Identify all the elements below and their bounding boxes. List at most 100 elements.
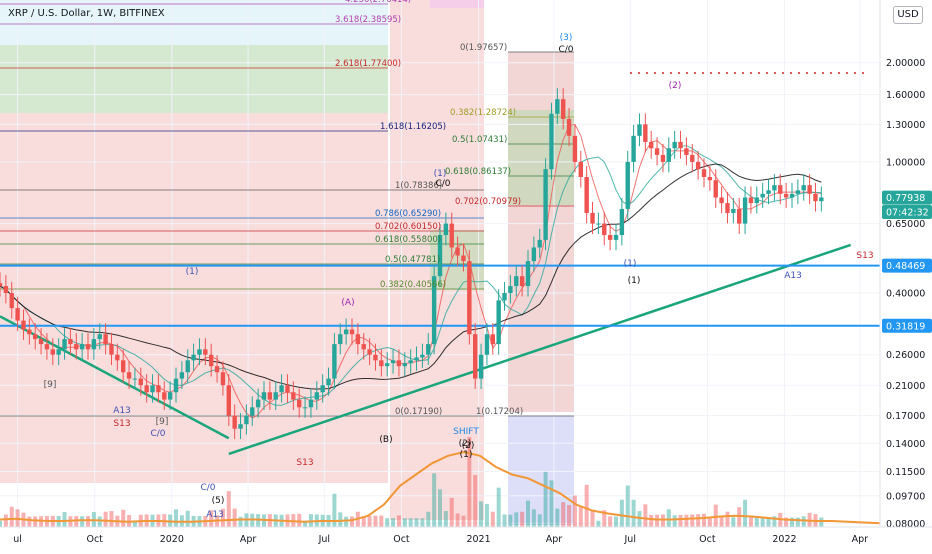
price-badge-2 — [882, 258, 932, 273]
volume-bar-111 — [649, 515, 654, 527]
candle-121 — [707, 176, 713, 181]
candle-131 — [766, 190, 771, 194]
candle-38 — [220, 372, 226, 386]
volume-bar-65 — [379, 515, 384, 527]
x-tick-label-0: ul — [13, 534, 22, 545]
candle-32 — [185, 360, 190, 373]
volume-bar-94 — [549, 480, 554, 527]
y-tick-label-8: 0.17000 — [886, 411, 925, 422]
y-tick-label-11: 0.09700 — [886, 491, 925, 502]
volume-bar-136 — [795, 517, 800, 527]
volume-bar-90 — [526, 500, 530, 527]
y-tick-label-12: 0.08000 — [886, 519, 925, 530]
candle-51 — [297, 399, 302, 408]
fib-zone-8 — [508, 415, 574, 525]
volume-bar-77 — [449, 497, 454, 527]
wave-label-11: (1) — [624, 259, 637, 269]
currency-button[interactable]: USD — [893, 6, 923, 24]
volume-bar-122 — [713, 504, 718, 527]
candle-44 — [255, 399, 261, 408]
volume-ma-line — [0, 450, 881, 525]
candle-136 — [795, 190, 801, 194]
volume-bar-71 — [414, 518, 419, 527]
y-tick-label-7: 0.21000 — [886, 381, 925, 392]
volume-bar-14 — [80, 516, 85, 527]
volume-bar-116 — [678, 515, 683, 527]
x-tick-label-3: Apr — [240, 534, 257, 545]
candle-52 — [302, 407, 308, 409]
wave-label-1: (3) — [560, 33, 573, 43]
candle-11 — [62, 339, 67, 350]
candle-16 — [91, 339, 97, 350]
price-badge-1 — [882, 204, 932, 219]
candle-48 — [279, 385, 284, 393]
candle-29 — [167, 392, 173, 400]
y-tick-label-3: 1.00000 — [886, 157, 925, 168]
wave-label-20: [9] — [44, 380, 57, 390]
volume-bar-78 — [455, 513, 460, 527]
volume-bar-125 — [731, 517, 736, 527]
x-tick-label-4: Jul — [318, 534, 330, 545]
candle-43 — [250, 407, 255, 416]
candle-92 — [537, 239, 542, 248]
volume-bar-93 — [543, 471, 548, 527]
fib-label-4: 1(0.78386) — [395, 181, 442, 191]
candle-104 — [607, 235, 613, 240]
volume-bar-91 — [531, 509, 536, 527]
x-tick-label-10: 2022 — [772, 534, 796, 545]
volume-bar-105 — [614, 516, 618, 527]
candle-68 — [396, 360, 402, 367]
candle-110 — [643, 124, 648, 142]
volume-bar-121 — [707, 517, 712, 527]
candle-33 — [191, 354, 196, 361]
candle-134 — [783, 193, 789, 198]
candle-113 — [660, 154, 666, 162]
candle-34 — [197, 349, 202, 355]
candle-1 — [3, 286, 9, 294]
volume-bar-98 — [572, 495, 577, 527]
candle-15 — [85, 344, 91, 350]
candle-86 — [502, 293, 507, 301]
candle-130 — [760, 193, 765, 198]
candle-17 — [97, 334, 102, 340]
volume-bar-69 — [402, 518, 407, 527]
candle-45 — [261, 392, 267, 400]
candle-64 — [373, 354, 378, 361]
wave-label-24: A13 — [206, 510, 224, 520]
volume-bar-135 — [790, 517, 794, 527]
candle-129 — [754, 197, 759, 204]
candle-102 — [596, 223, 601, 225]
candle-115 — [672, 141, 677, 149]
volume-bar-64 — [373, 515, 378, 527]
candle-22 — [126, 372, 132, 379]
fib-label-15: 0.702(0.70979) — [455, 197, 521, 207]
volume-bar-83 — [484, 503, 489, 527]
candle-13 — [74, 344, 79, 350]
volume-bar-100 — [584, 484, 589, 527]
candle-84 — [490, 334, 495, 345]
x-tick-label-6: 2021 — [466, 534, 490, 545]
candle-78 — [455, 247, 460, 256]
candle-59 — [343, 329, 349, 335]
volume-bar-97 — [567, 505, 572, 527]
candle-36 — [209, 354, 214, 367]
volume-bar-67 — [391, 518, 396, 527]
volume-bar-96 — [561, 502, 566, 527]
fib-label-5: 0.786(0.65290) — [375, 209, 441, 219]
volume-bar-134 — [784, 517, 789, 527]
y-tick-label-10: 0.11500 — [886, 467, 925, 478]
candle-39 — [226, 385, 231, 416]
candle-117 — [684, 148, 689, 155]
candle-40 — [232, 415, 237, 429]
candle-69 — [402, 363, 407, 367]
candle-140 — [819, 197, 824, 202]
candle-57 — [332, 344, 337, 379]
fib-label-11: 0(1.97657) — [460, 43, 507, 53]
fib-zone-1 — [0, 45, 388, 113]
volume-bar-129 — [754, 515, 759, 527]
fib-label-9: 0.382(0.40566) — [380, 280, 446, 290]
candle-50 — [291, 392, 296, 400]
candle-55 — [320, 385, 325, 393]
fib-label-16: 1(0.17204) — [476, 407, 523, 417]
volume-bar-17 — [97, 516, 102, 527]
